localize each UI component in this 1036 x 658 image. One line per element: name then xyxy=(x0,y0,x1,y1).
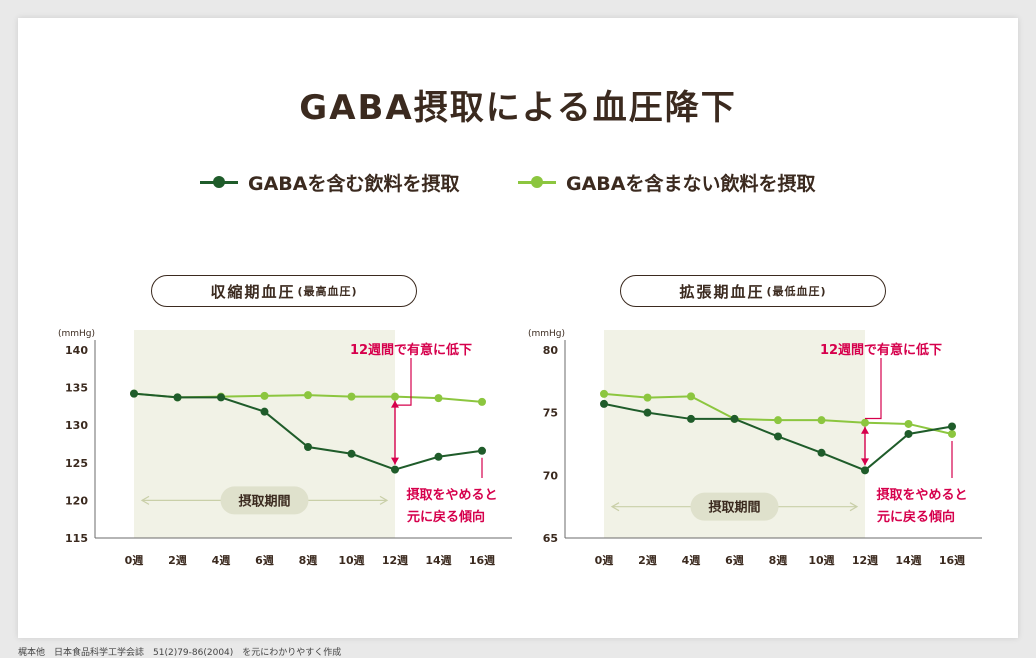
chart0-series-gaba-point xyxy=(217,393,225,402)
chart1-diff-arrow-head-down xyxy=(861,458,869,466)
chart1-diff-arrow-head-up xyxy=(861,426,869,434)
chart0-x-tick-label: 14週 xyxy=(425,553,451,567)
chart1-x-tick-label: 14週 xyxy=(895,553,921,567)
chart0-series-gaba-point xyxy=(478,446,486,455)
chart1-series-no-gaba-point xyxy=(600,389,608,398)
chart1-x-tick-label: 10週 xyxy=(808,553,834,567)
chart0-series-no-gaba-point xyxy=(391,392,399,401)
chart0-period-label-bg xyxy=(220,486,309,515)
chart1-series-gaba-point xyxy=(817,448,826,457)
chart0-series-gaba-point xyxy=(260,407,269,416)
chart1-x-tick-label: 12週 xyxy=(852,553,878,567)
chart1-period-label-bg xyxy=(690,492,779,521)
chart1-series-gaba-point xyxy=(600,399,608,408)
chart0-series-no-gaba-point xyxy=(260,391,269,400)
chart1-series-gaba-point xyxy=(948,422,956,431)
chart0-series-gaba-point xyxy=(347,449,356,458)
chart1-return-label-2: 元に戻る傾向 xyxy=(877,509,955,525)
chart1-x-tick-label: 8週 xyxy=(769,553,788,567)
chart0-x-tick-label: 8週 xyxy=(299,553,318,567)
systolic-subtitle: (最高血圧) xyxy=(297,285,358,298)
page-title: GABA摂取による血圧降下 xyxy=(299,88,737,128)
systolic-title: 収縮期血圧 xyxy=(210,282,296,301)
diastolic-title-pill: 拡張期血圧 (最低血圧) xyxy=(620,275,886,307)
legend-label-no-gaba: GABAを含まない飲料を摂取 xyxy=(566,172,816,195)
chart1-period-arrow-left xyxy=(610,502,620,512)
chart1-series-gaba-point xyxy=(904,429,913,438)
legend-swatch-gaba xyxy=(200,172,238,192)
chart0-return-label-2: 元に戻る傾向 xyxy=(407,509,485,525)
chart1-y-tick-label: 65 xyxy=(543,532,558,545)
chart0-x-tick-label: 6週 xyxy=(255,553,274,567)
diastolic-subtitle: (最低血圧) xyxy=(766,285,827,298)
chart0-x-tick-label: 16週 xyxy=(469,553,495,567)
chart1-y-tick-label: 70 xyxy=(543,469,559,482)
chart0-period-arrow-left xyxy=(140,495,150,505)
systolic-title-pill: 収縮期血圧 (最高血圧) xyxy=(151,275,417,307)
chart1-x-tick-label: 0週 xyxy=(595,553,614,567)
chart1-series-no-gaba-point xyxy=(817,416,826,425)
chart0-series-gaba-point xyxy=(434,452,443,461)
chart1-series-no-gaba-point xyxy=(948,429,956,438)
chart1-series-no-gaba-point xyxy=(643,393,652,402)
chart0-significant-leader xyxy=(395,358,412,406)
chart1-return-label-1: 摂取をやめると xyxy=(876,487,967,503)
legend-item-gaba: GABAを含む飲料を摂取 xyxy=(200,168,460,196)
chart0-y-tick-label: 135 xyxy=(65,382,88,395)
chart1-series-gaba-point xyxy=(730,414,739,423)
chart0-diff-arrow-head-up xyxy=(391,400,399,408)
chart1-series-no-gaba-point xyxy=(861,418,869,427)
diastolic-title: 拡張期血圧 xyxy=(679,282,765,301)
chart0-x-tick-label: 4週 xyxy=(212,553,231,567)
chart1-x-tick-label: 6週 xyxy=(725,553,744,567)
systolic-chart: (mmHg) 115 120 125 130 135 140 0週 2週 4週 6週 8週 10週 12週… xyxy=(58,329,512,567)
chart1-y-tick-label: 80 xyxy=(543,344,559,357)
chart0-x-tick-label: 2週 xyxy=(168,553,187,567)
chart0-x-tick-label: 0週 xyxy=(125,553,144,567)
legend-swatch-no-gaba xyxy=(518,172,556,192)
chart0-y-tick-label: 130 xyxy=(65,419,88,432)
chart1-significant-label: 12週間で有意に低下 xyxy=(820,342,942,358)
chart0-series-no-gaba-point xyxy=(478,397,486,406)
chart0-y-unit: (mmHg) xyxy=(58,329,95,339)
chart1-series-gaba-point xyxy=(643,408,652,417)
chart0-return-label-1: 摂取をやめると xyxy=(406,487,497,503)
chart1-series-no-gaba-point xyxy=(687,392,695,401)
chart0-y-tick-label: 140 xyxy=(65,344,88,357)
chart0-series-no-gaba-point xyxy=(304,391,312,400)
chart1-x-tick-label: 4週 xyxy=(682,553,701,567)
chart0-period-arrow-right xyxy=(379,495,389,505)
chart0-series-no-gaba-point xyxy=(347,392,356,401)
chart1-y-tick-label: 75 xyxy=(543,407,558,420)
chart1-period-arrow-right xyxy=(849,502,859,512)
legend-label-gaba: GABAを含む飲料を摂取 xyxy=(248,172,460,195)
chart1-significant-leader xyxy=(865,358,882,420)
chart0-y-tick-label: 120 xyxy=(65,494,88,507)
diastolic-chart: (mmHg) 65 70 75 80 0週 2週 4週 6週 8週 10週 12週 14週 16週 摂取期間… xyxy=(528,329,982,567)
source-note: 梶本他 日本食品科学工学会誌 51(2)79-86(2004) を元にわかりやす… xyxy=(18,648,342,658)
chart1-series-no-gaba-point xyxy=(904,419,913,428)
chart0-series-gaba-point xyxy=(304,443,312,452)
chart0-series-no-gaba-point xyxy=(434,394,443,403)
chart0-y-tick-label: 115 xyxy=(65,532,88,545)
chart0-significant-label: 12週間で有意に低下 xyxy=(350,342,472,358)
chart0-series-gaba-point xyxy=(173,393,182,402)
chart1-y-unit: (mmHg) xyxy=(528,329,565,339)
chart1-series-gaba-point xyxy=(774,432,782,441)
chart0-x-tick-label: 12週 xyxy=(382,553,408,567)
chart1-series-gaba-point xyxy=(861,466,869,475)
chart1-x-tick-label: 16週 xyxy=(939,553,965,567)
chart1-series-gaba-point xyxy=(687,414,695,423)
chart1-x-tick-label: 2週 xyxy=(638,553,657,567)
chart0-y-tick-label: 125 xyxy=(65,457,88,470)
chart0-series-gaba-point xyxy=(130,389,138,398)
chart1-series-no-gaba-point xyxy=(774,416,782,425)
chart0-diff-arrow-head-down xyxy=(391,457,399,465)
chart0-period-label: 摂取期間 xyxy=(238,493,290,509)
chart0-series-gaba-point xyxy=(391,465,399,474)
legend-item-no-gaba: GABAを含まない飲料を摂取 xyxy=(518,168,816,196)
chart1-period-label: 摂取期間 xyxy=(708,500,760,516)
chart0-x-tick-label: 10週 xyxy=(338,553,364,567)
